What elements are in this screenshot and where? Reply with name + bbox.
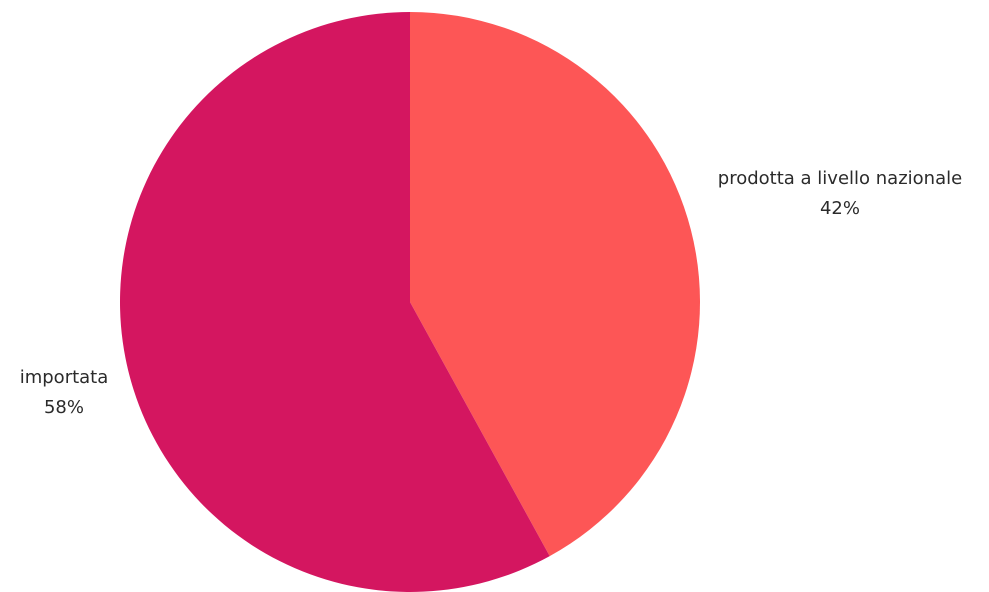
- slice-value-prodotta: 42%: [820, 198, 860, 219]
- pie-labels: prodotta a livello nazionale 42% importa…: [20, 168, 962, 418]
- slice-label-prodotta: prodotta a livello nazionale: [718, 168, 962, 189]
- slice-label-importata: importata: [20, 367, 109, 388]
- pie-slice-importata: [120, 12, 550, 592]
- pie-slice-prodotta: [410, 12, 701, 557]
- slice-value-importata: 58%: [44, 397, 84, 418]
- pie-slices: [120, 12, 701, 592]
